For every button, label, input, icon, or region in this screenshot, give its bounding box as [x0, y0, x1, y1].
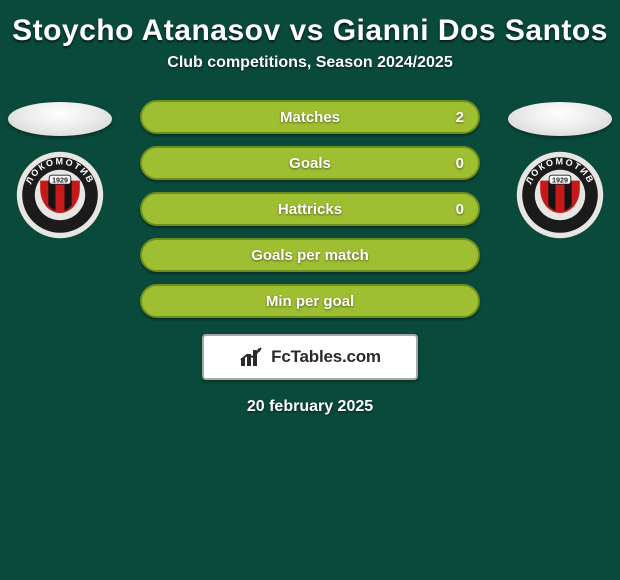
brand-chart-icon: [239, 346, 265, 368]
stat-label: Goals per match: [251, 247, 369, 264]
player-right-avatar: [508, 102, 612, 136]
svg-text:1929: 1929: [552, 175, 568, 184]
player-left-panel: ЛОКОМОТИВ СОФИЯ 1929: [0, 86, 120, 240]
stat-row-min-per-goal: Min per goal: [140, 284, 480, 318]
stat-row-hattricks: Hattricks 0: [140, 192, 480, 226]
page-title: Stoycho Atanasov vs Gianni Dos Santos: [0, 0, 620, 54]
stat-right-value: 2: [456, 102, 464, 132]
player-left-avatar: [8, 102, 112, 136]
stat-right-value: 0: [456, 148, 464, 178]
comparison-content: ЛОКОМОТИВ СОФИЯ 1929 ЛОКОМОТИВ СОФИЯ: [0, 86, 620, 416]
stat-label: Min per goal: [266, 293, 354, 310]
stat-row-matches: Matches 2: [140, 100, 480, 134]
club-badge-left: ЛОКОМОТИВ СОФИЯ 1929: [15, 150, 105, 240]
brand-text: FcTables.com: [271, 347, 381, 367]
stat-right-value: 0: [456, 194, 464, 224]
page-subtitle: Club competitions, Season 2024/2025: [0, 54, 620, 86]
stat-label: Hattricks: [278, 201, 342, 218]
club-badge-right: ЛОКОМОТИВ СОФИЯ 1929: [515, 150, 605, 240]
footer-date: 20 february 2025: [0, 398, 620, 416]
player-right-panel: ЛОКОМОТИВ СОФИЯ 1929: [500, 86, 620, 240]
stat-row-goals: Goals 0: [140, 146, 480, 180]
svg-text:1929: 1929: [52, 175, 68, 184]
stat-label: Matches: [280, 109, 340, 126]
stats-list: Matches 2 Goals 0 Hattricks 0 Goals per …: [140, 86, 480, 318]
brand-box: FcTables.com: [202, 334, 418, 380]
stat-label: Goals: [289, 155, 331, 172]
stat-row-goals-per-match: Goals per match: [140, 238, 480, 272]
